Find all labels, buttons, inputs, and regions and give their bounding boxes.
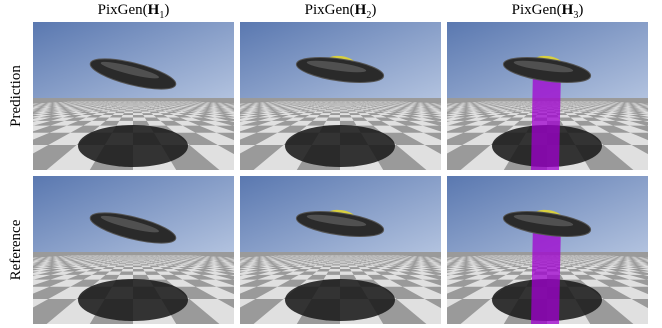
shadow [285, 125, 395, 167]
floor-tile [323, 275, 340, 280]
title-prefix: PixGen( [512, 2, 562, 18]
floor-tile [117, 260, 123, 261]
floor-tile [124, 266, 133, 268]
floor-tile [123, 106, 128, 107]
floor-tile [123, 260, 128, 261]
title-symbol: H [148, 2, 160, 18]
floor-tile [133, 267, 143, 269]
floor-tile [133, 110, 141, 111]
floor-tile [139, 108, 146, 109]
floor-tile [346, 108, 353, 109]
floor-tile [345, 106, 351, 107]
floor-tile [340, 110, 348, 111]
title-symbol: H [562, 2, 574, 18]
floor-tile [133, 260, 138, 261]
floor-tile [133, 264, 141, 265]
render-panel [33, 176, 234, 324]
sky [33, 176, 234, 256]
floor-tile [116, 121, 133, 126]
title-suffix: ) [164, 2, 169, 18]
floor-tile [328, 115, 340, 117]
floor-tile [340, 106, 345, 107]
floor-tile [340, 118, 354, 121]
floor-tile [126, 263, 133, 264]
floor-tile [138, 260, 144, 261]
floor-tile [331, 112, 340, 114]
beam [531, 68, 561, 170]
title-prefix: PixGen( [305, 2, 355, 18]
floor-tile [140, 109, 148, 110]
floor-tile [117, 110, 126, 111]
floor-tile [117, 106, 123, 107]
floor-tile [330, 106, 335, 107]
floor-tile [133, 108, 140, 109]
render-panel [33, 22, 234, 170]
floor-tile [128, 260, 133, 261]
floor-tile [138, 106, 144, 107]
floor-tile [133, 262, 140, 263]
floor-tile [139, 262, 146, 263]
floor-tile [347, 109, 355, 110]
row-label: Reference [4, 176, 28, 324]
floor-tile [335, 106, 340, 107]
floor-tile [333, 109, 340, 110]
floor-tile [328, 107, 334, 108]
figure: PixGen(H1)PixGen(H2)PixGen(H3)Prediction… [0, 0, 662, 328]
floor-tile [121, 115, 133, 117]
floor-tile [121, 261, 127, 262]
floor-tile [340, 108, 347, 109]
floor-tile [140, 263, 148, 264]
floor-tile [117, 264, 126, 265]
shadow [78, 279, 188, 321]
floor-tile [124, 112, 133, 114]
floor-tile [119, 108, 126, 109]
floor-tile [128, 106, 133, 107]
render-panel [240, 22, 441, 170]
floor-tile [121, 107, 127, 108]
floor-tile [326, 108, 333, 109]
floor-tile [350, 106, 356, 107]
floor-tile [133, 261, 139, 262]
row-label: Prediction [4, 22, 28, 170]
floor-tile [127, 262, 133, 263]
floor-tile [143, 106, 149, 107]
floor-tile [340, 113, 350, 115]
floor-tile [121, 269, 133, 271]
floor-tile [133, 106, 138, 107]
floor-tile [133, 107, 139, 108]
floor-tile [143, 260, 149, 261]
floor-tile [116, 275, 133, 280]
floor-tile [127, 108, 133, 109]
floor-tile [119, 262, 126, 263]
title-prefix: PixGen( [98, 2, 148, 18]
shadow [78, 125, 188, 167]
floor-tile [133, 272, 147, 275]
floor-tile [340, 107, 346, 108]
floor-tile [324, 110, 333, 111]
floor-tile [133, 113, 143, 115]
sky [33, 22, 234, 102]
title-suffix: ) [371, 2, 376, 18]
floor-tile [334, 108, 340, 109]
title-suffix: ) [578, 2, 583, 18]
floor-tile [323, 121, 340, 126]
render-panel [447, 22, 648, 170]
title-symbol: H [355, 2, 367, 18]
floor-tile [324, 106, 330, 107]
floor-tile [126, 109, 133, 110]
render-panel [240, 176, 441, 324]
floor-tile [133, 118, 147, 121]
